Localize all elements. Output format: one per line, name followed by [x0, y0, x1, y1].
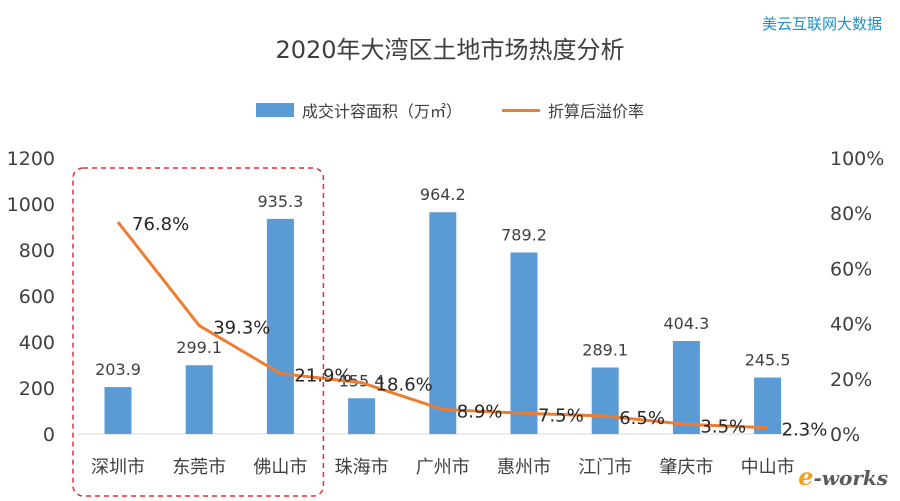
highlight-box [72, 167, 325, 497]
line-value-label: 8.9% [457, 401, 503, 422]
y-right-tick-label: 0% [830, 424, 860, 446]
bar-value-label: 789.2 [501, 225, 547, 244]
bar [591, 367, 619, 434]
x-tick-label: 广州市 [416, 457, 470, 478]
x-tick-label: 东莞市 [172, 457, 226, 478]
bar [104, 387, 132, 434]
legend-bar-label: 成交计容面积（万㎡） [301, 102, 462, 121]
legend-bar-swatch [255, 103, 294, 117]
legend-line-swatch [502, 108, 540, 112]
bar [185, 365, 213, 434]
line-value-label: 7.5% [538, 405, 584, 426]
bar [754, 377, 782, 434]
bar-value-label: 299.1 [176, 338, 222, 357]
x-tick-label: 惠州市 [497, 457, 551, 478]
bar-value-label: 935.3 [257, 192, 303, 211]
y-right-tick-label: 40% [830, 314, 872, 336]
y-left-tick-label: 0 [43, 424, 55, 446]
eworks-logo: e-works [798, 462, 888, 491]
line-value-label: 6.5% [619, 408, 665, 429]
line-value-label: 2.3% [782, 420, 828, 441]
y-left-tick-label: 1200 [7, 148, 55, 170]
line-value-label: 39.3% [213, 318, 270, 339]
y-left-tick-label: 600 [19, 286, 55, 308]
watermark: 美云互联网大数据 [761, 15, 882, 33]
bar [510, 252, 538, 434]
bar [266, 218, 294, 434]
bar [429, 212, 457, 434]
x-tick-label: 肇庆市 [659, 457, 713, 478]
bar-value-label: 289.1 [582, 341, 628, 360]
legend: 成交计容面积（万㎡） 折算后溢价率 [0, 98, 900, 122]
x-tick-label: 江门市 [578, 457, 632, 478]
line-series [116, 221, 768, 430]
bar-value-label: 203.9 [95, 360, 141, 379]
x-tick-label: 珠海市 [335, 457, 389, 478]
y-right-tick-label: 100% [830, 148, 884, 170]
y-left-tick-label: 1000 [7, 194, 55, 216]
bar [348, 398, 376, 434]
y-right-tick-label: 80% [830, 203, 872, 225]
bar [672, 341, 700, 434]
legend-line-label: 折算后溢价率 [548, 102, 645, 121]
bar-value-label: 404.3 [663, 314, 709, 333]
legend-item-line: 折算后溢价率 [502, 98, 644, 122]
x-tick-label: 中山市 [741, 457, 795, 478]
y-right-tick-label: 20% [830, 369, 872, 391]
legend-item-bar: 成交计容面积（万㎡） [255, 98, 462, 122]
y-right-tick-label: 60% [830, 258, 872, 280]
line-value-label: 18.6% [376, 375, 433, 396]
y-left-tick-label: 200 [19, 378, 55, 400]
x-tick-label: 佛山市 [253, 457, 307, 478]
bar-value-label: 245.5 [745, 351, 791, 370]
bar-value-label: 964.2 [420, 185, 466, 204]
chart-title: 2020年大湾区土地市场热度分析 [275, 36, 625, 64]
y-left-tick-label: 400 [19, 332, 55, 354]
x-tick-label: 深圳市 [91, 457, 145, 478]
line-value-label: 3.5% [700, 416, 746, 437]
line-value-label: 76.8% [132, 214, 189, 235]
y-left-tick-label: 800 [19, 240, 55, 262]
